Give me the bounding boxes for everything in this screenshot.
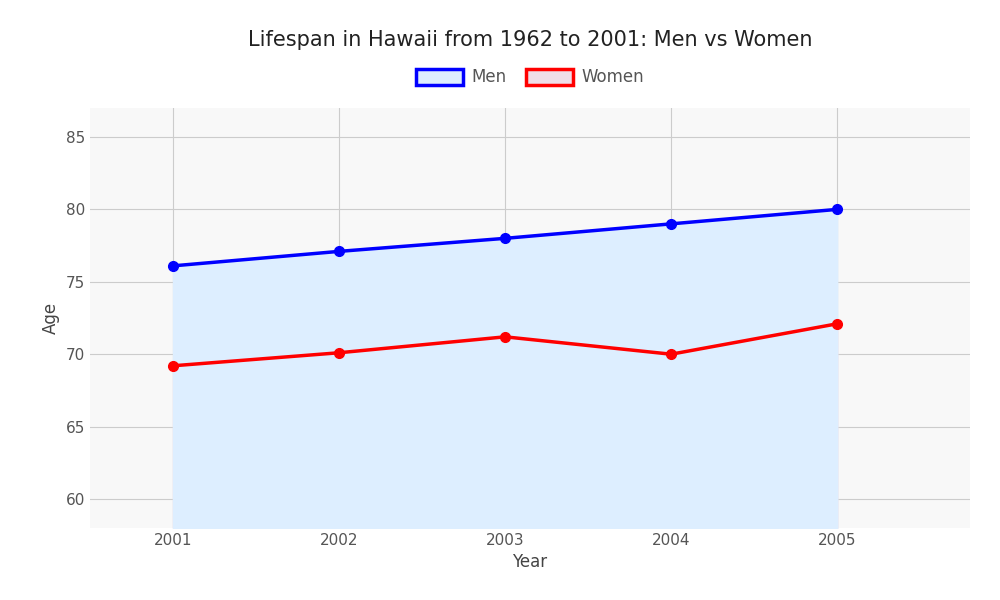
X-axis label: Year: Year [512, 553, 548, 571]
Y-axis label: Age: Age [42, 302, 60, 334]
Title: Lifespan in Hawaii from 1962 to 2001: Men vs Women: Lifespan in Hawaii from 1962 to 2001: Me… [248, 29, 812, 49]
Legend: Men, Women: Men, Women [409, 62, 651, 93]
